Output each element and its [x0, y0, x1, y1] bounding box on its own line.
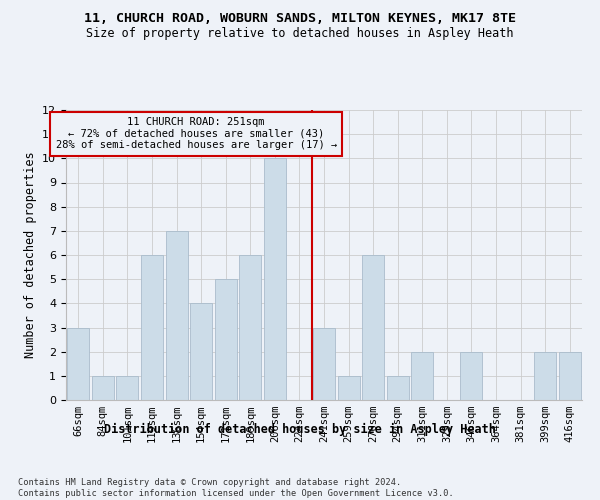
Bar — [239, 255, 262, 400]
Bar — [141, 255, 163, 400]
Bar — [313, 328, 335, 400]
Bar — [534, 352, 556, 400]
Text: Size of property relative to detached houses in Aspley Heath: Size of property relative to detached ho… — [86, 28, 514, 40]
Text: Contains HM Land Registry data © Crown copyright and database right 2024.
Contai: Contains HM Land Registry data © Crown c… — [18, 478, 454, 498]
Bar — [166, 231, 188, 400]
Text: 11 CHURCH ROAD: 251sqm
← 72% of detached houses are smaller (43)
28% of semi-det: 11 CHURCH ROAD: 251sqm ← 72% of detached… — [56, 118, 337, 150]
Y-axis label: Number of detached properties: Number of detached properties — [23, 152, 37, 358]
Bar — [190, 304, 212, 400]
Bar — [460, 352, 482, 400]
Bar — [559, 352, 581, 400]
Text: Distribution of detached houses by size in Aspley Heath: Distribution of detached houses by size … — [104, 422, 496, 436]
Bar — [92, 376, 114, 400]
Bar — [362, 255, 384, 400]
Bar — [338, 376, 359, 400]
Bar — [67, 328, 89, 400]
Bar — [411, 352, 433, 400]
Text: 11, CHURCH ROAD, WOBURN SANDS, MILTON KEYNES, MK17 8TE: 11, CHURCH ROAD, WOBURN SANDS, MILTON KE… — [84, 12, 516, 26]
Bar — [215, 279, 237, 400]
Bar — [386, 376, 409, 400]
Bar — [116, 376, 139, 400]
Bar — [264, 158, 286, 400]
